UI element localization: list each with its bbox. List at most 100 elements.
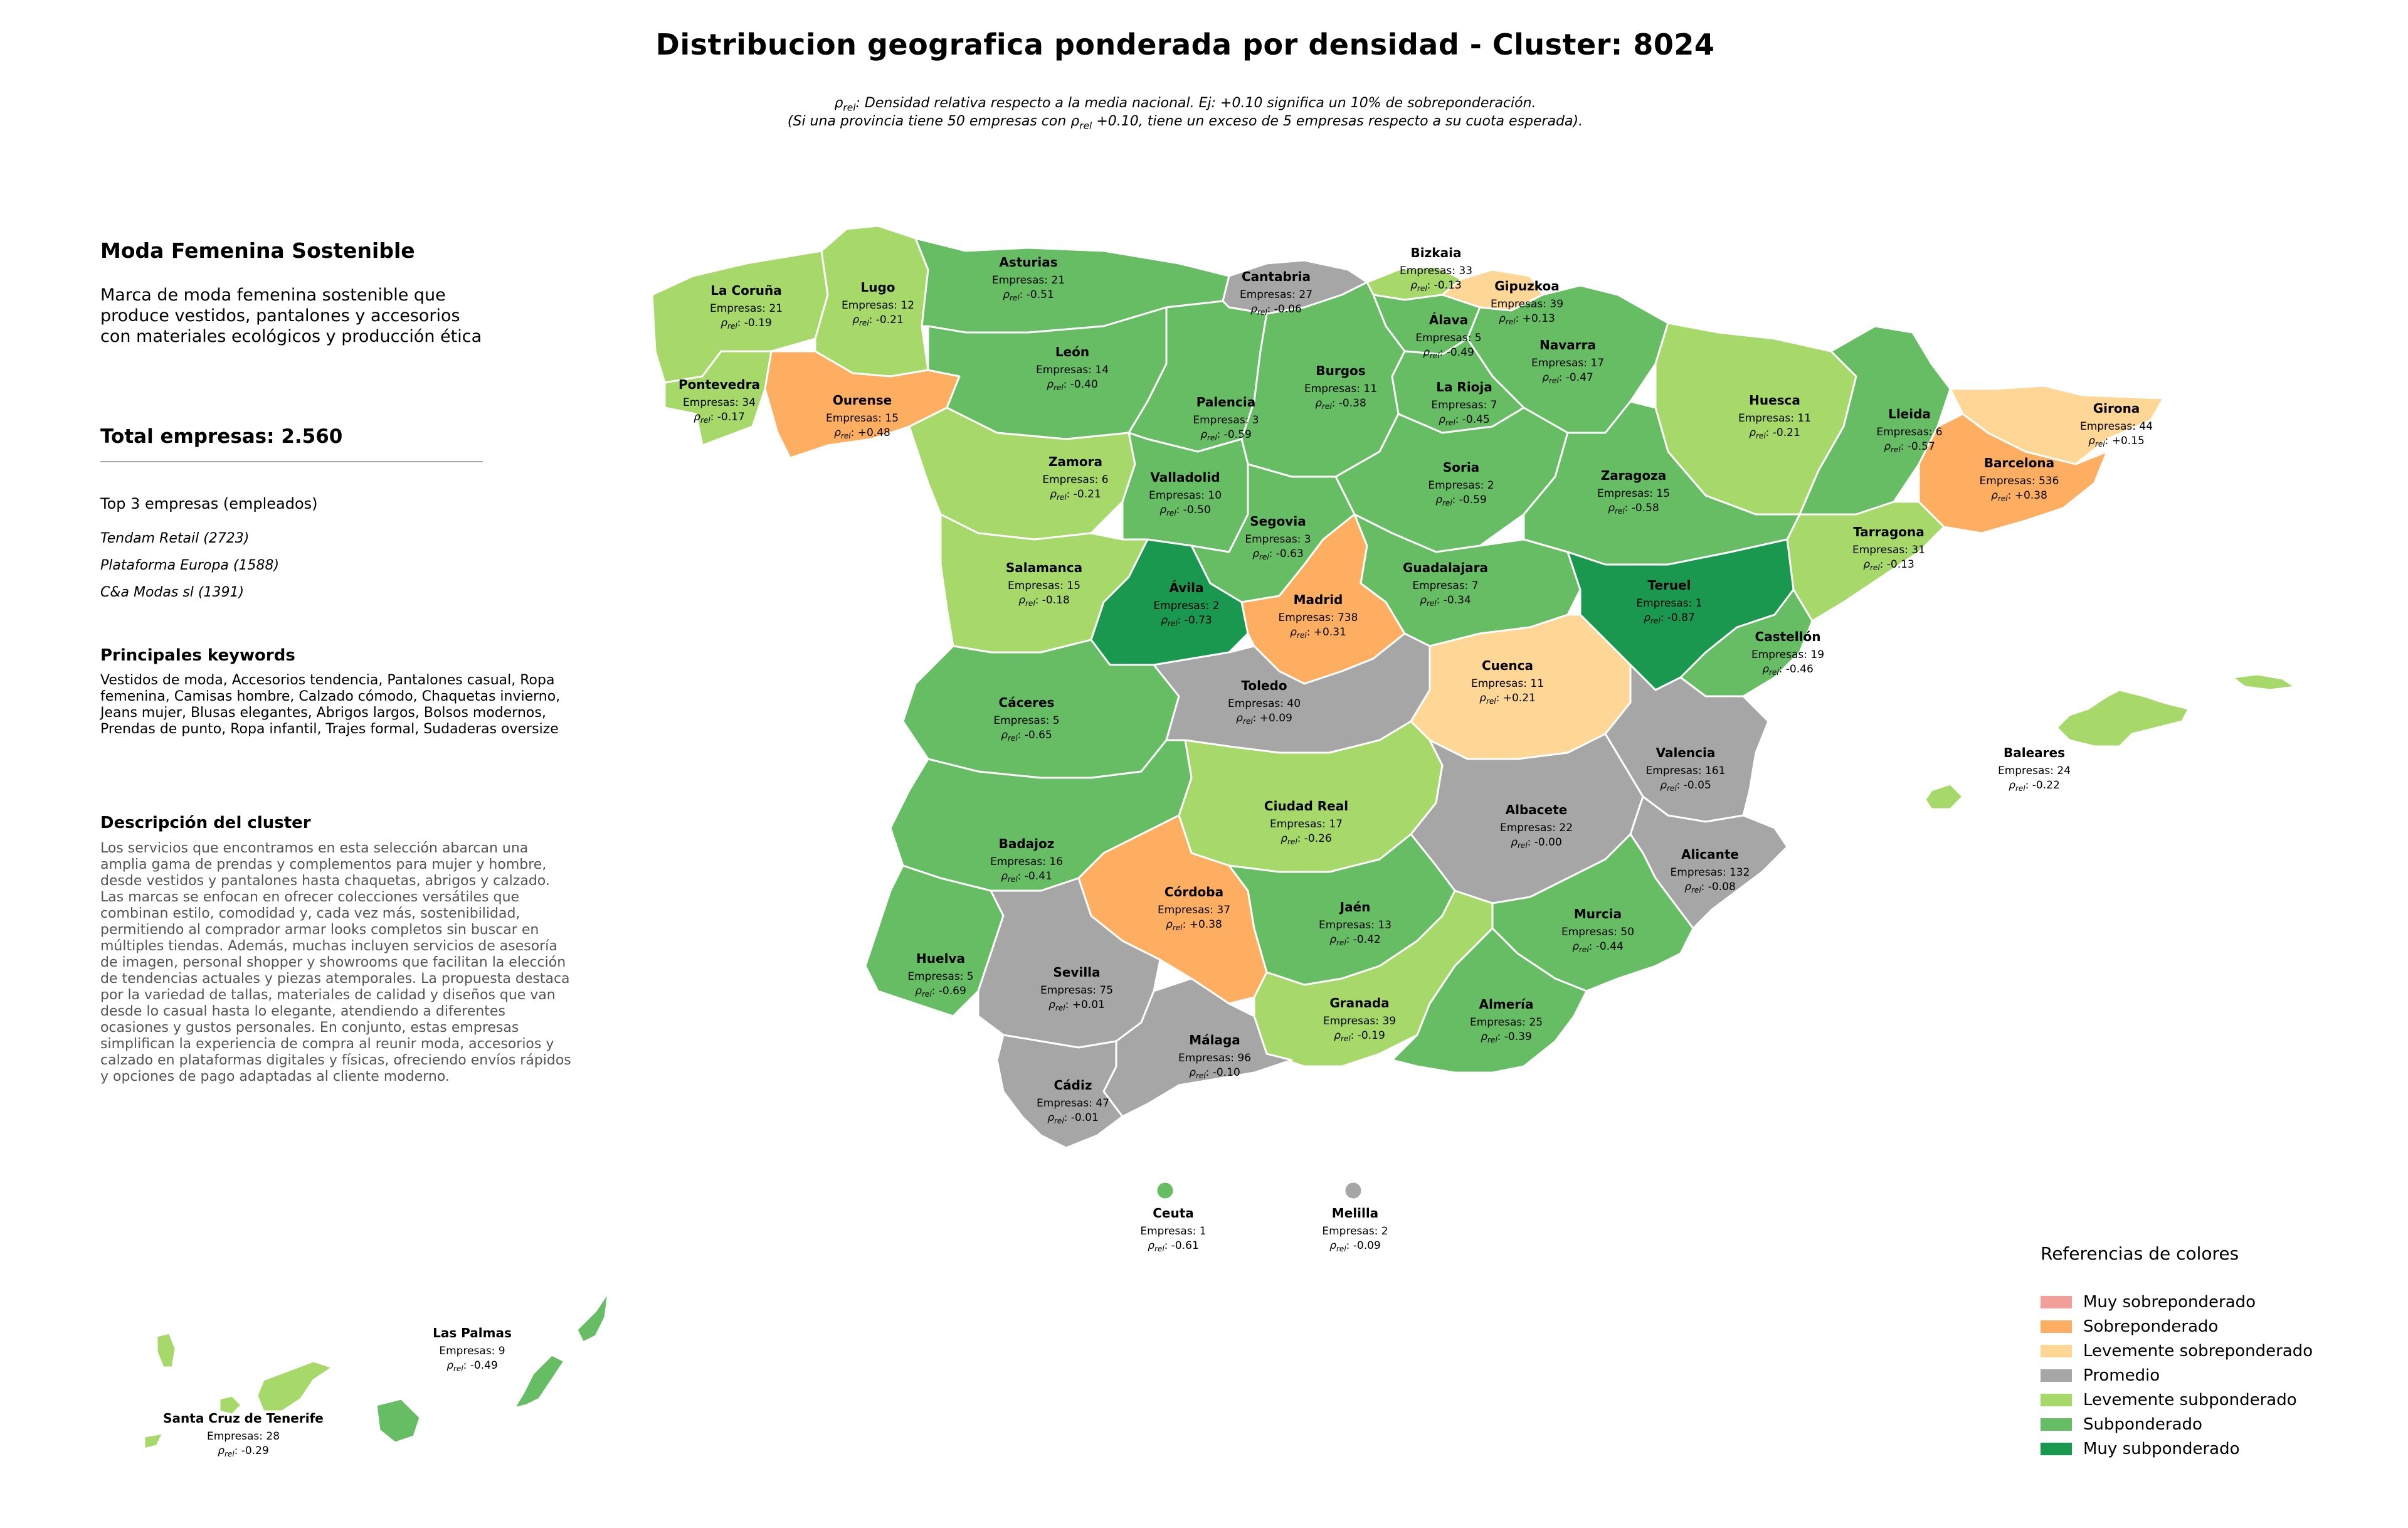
province-rho: ρrel: -0.19 [1334, 1029, 1385, 1043]
label-avila: Ávila Empresas: 2 ρrel: -0.73 [1153, 580, 1219, 628]
province-rho: ρrel: +0.31 [1290, 626, 1346, 640]
province-count: Empresas: 34 [683, 396, 756, 409]
label-barcelona: Barcelona Empresas: 536 ρrel: +0.38 [1980, 455, 2059, 503]
label-lleida: Lleida Empresas: 6 ρrel: -0.57 [1876, 406, 1942, 454]
province-rho: ρrel: -0.57 [1884, 440, 1935, 454]
province-rho: ρrel: +0.48 [834, 427, 890, 440]
province-rho: ρrel: -0.17 [694, 411, 745, 425]
province-rho: ρrel: -0.63 [1252, 548, 1304, 561]
label-zamora: Zamora Empresas: 6 ρrel: -0.21 [1042, 454, 1108, 502]
keywords-text: Vestidos de moda, Accesorios tendencia, … [100, 672, 561, 737]
label-la-rioja: La Rioja Empresas: 7 ρrel: -0.45 [1431, 379, 1497, 427]
label-tarragona: Tarragona Empresas: 31 ρrel: -0.13 [1852, 524, 1925, 572]
cluster-description-heading: Descripción del cluster [100, 814, 311, 832]
label-alicante: Alicante Empresas: 132 ρrel: -0.08 [1671, 847, 1750, 894]
province-rho: ρrel: -0.59 [1200, 428, 1252, 442]
legend-label: Sobreponderado [2083, 1317, 2219, 1336]
label-granada: Granada Empresas: 39 ρrel: -0.19 [1323, 995, 1396, 1043]
label-soria: Soria Empresas: 2 ρrel: -0.59 [1428, 460, 1494, 507]
province-count: Empresas: 39 [1323, 1015, 1396, 1027]
province-name: Huelva [916, 951, 965, 966]
label-segovia: Segovia Empresas: 3 ρrel: -0.63 [1245, 514, 1311, 561]
legend-label: Subponderado [2083, 1415, 2202, 1434]
province-count: Empresas: 28 [207, 1430, 280, 1443]
province-count: Empresas: 31 [1852, 544, 1925, 556]
legend-swatch [2041, 1369, 2072, 1382]
label-bizkaia: Bizkaia Empresas: 33 ρrel: -0.13 [1400, 245, 1472, 293]
label-cordoba: Córdoba Empresas: 37 ρrel: +0.38 [1158, 884, 1230, 932]
province-rho: ρrel: -0.44 [1572, 940, 1624, 954]
province-count: Empresas: 19 [1751, 649, 1824, 661]
province-count: Empresas: 10 [1149, 489, 1222, 502]
province-name: Baleares [2004, 745, 2065, 760]
province-name: La Coruña [710, 283, 781, 298]
province-name: Alicante [1681, 847, 1739, 862]
province-name: Jaén [1339, 899, 1371, 915]
rho-symbol: ρrel [834, 95, 856, 114]
province-rho: ρrel: -0.34 [1420, 594, 1471, 608]
province-las-palmas [375, 1291, 610, 1444]
province-count: Empresas: 14 [1036, 364, 1109, 376]
province-count: Empresas: 11 [1304, 383, 1377, 395]
province-rho: ρrel: -0.61 [1148, 1239, 1199, 1253]
province-baleares [1924, 673, 2296, 810]
province-lleida [1798, 325, 1951, 516]
province-name: Ávila [1169, 580, 1203, 595]
province-name: Córdoba [1164, 884, 1223, 899]
province-count: Empresas: 7 [1431, 399, 1497, 411]
label-albacete: Albacete Empresas: 22 ρrel: -0.00 [1500, 802, 1573, 850]
province-cadiz [996, 1034, 1124, 1149]
province-name: Bizkaia [1411, 245, 1462, 260]
province-count: Empresas: 39 [1491, 298, 1563, 310]
legend-label: Promedio [2083, 1366, 2160, 1385]
province-rho: ρrel: -0.13 [1410, 279, 1462, 293]
province-rho: ρrel: -0.59 [1435, 494, 1487, 507]
province-rho: ρrel: -0.21 [1749, 427, 1800, 440]
province-count: Empresas: 2 [1153, 600, 1219, 612]
label-madrid: Madrid Empresas: 738 ρrel: +0.31 [1279, 592, 1358, 640]
legend-swatch [2041, 1418, 2072, 1431]
label-caceres: Cáceres Empresas: 5 ρrel: -0.65 [993, 695, 1059, 743]
brand-description: Marca de moda femenina sostenible que pr… [100, 285, 482, 346]
province-pontevedra [663, 350, 773, 447]
province-name: Lugo [860, 280, 895, 295]
province-name: Zamora [1048, 454, 1102, 469]
label-navarra: Navarra Empresas: 17 ρrel: -0.47 [1531, 337, 1604, 385]
province-name: Badajoz [999, 836, 1055, 851]
province-name: Guadalajara [1403, 560, 1488, 575]
province-rho: ρrel: -0.69 [915, 985, 966, 999]
province-rho: ρrel: -0.46 [1762, 663, 1814, 677]
province-name: Santa Cruz de Tenerife [163, 1411, 324, 1426]
province-melilla [1343, 1180, 1363, 1201]
province-rho: ρrel: -0.08 [1684, 881, 1736, 894]
province-name: Palencia [1196, 395, 1255, 410]
province-count: Empresas: 25 [1470, 1016, 1543, 1029]
province-count: Empresas: 33 [1400, 265, 1472, 277]
top-company-2: Plataforma Europa (1588) [100, 558, 280, 573]
province-count: Empresas: 75 [1040, 984, 1113, 997]
legend-label: Muy sobreponderado [2083, 1293, 2256, 1312]
province-name: Teruel [1647, 578, 1691, 593]
label-cuenca: Cuenca Empresas: 11 ρrel: +0.21 [1471, 658, 1544, 706]
province-barcelona [1918, 413, 2108, 534]
province-count: Empresas: 3 [1245, 533, 1311, 546]
province-count: Empresas: 47 [1037, 1097, 1109, 1110]
province-name: Cuenca [1482, 658, 1533, 673]
label-huelva: Huelva Empresas: 5 ρrel: -0.69 [907, 951, 973, 999]
province-shapes [143, 225, 2296, 1450]
province-rho: ρrel: +0.21 [1479, 692, 1536, 706]
province-count: Empresas: 27 [1240, 289, 1312, 301]
keywords-heading: Principales keywords [100, 646, 295, 665]
province-rho: ρrel: +0.38 [1166, 918, 1222, 932]
province-count: Empresas: 7 [1412, 580, 1478, 592]
province-rho: ρrel: +0.09 [1236, 712, 1292, 726]
province-name: Zaragoza [1601, 468, 1667, 483]
province-rho: ρrel: +0.01 [1048, 999, 1105, 1012]
province-name: Valencia [1656, 745, 1716, 760]
province-count: Empresas: 15 [1597, 487, 1670, 500]
legend-label: Levemente subponderado [2083, 1391, 2297, 1409]
province-name: Navarra [1539, 337, 1596, 353]
province-rho: ρrel: -0.47 [1542, 371, 1593, 385]
province-name: Granada [1329, 995, 1389, 1011]
